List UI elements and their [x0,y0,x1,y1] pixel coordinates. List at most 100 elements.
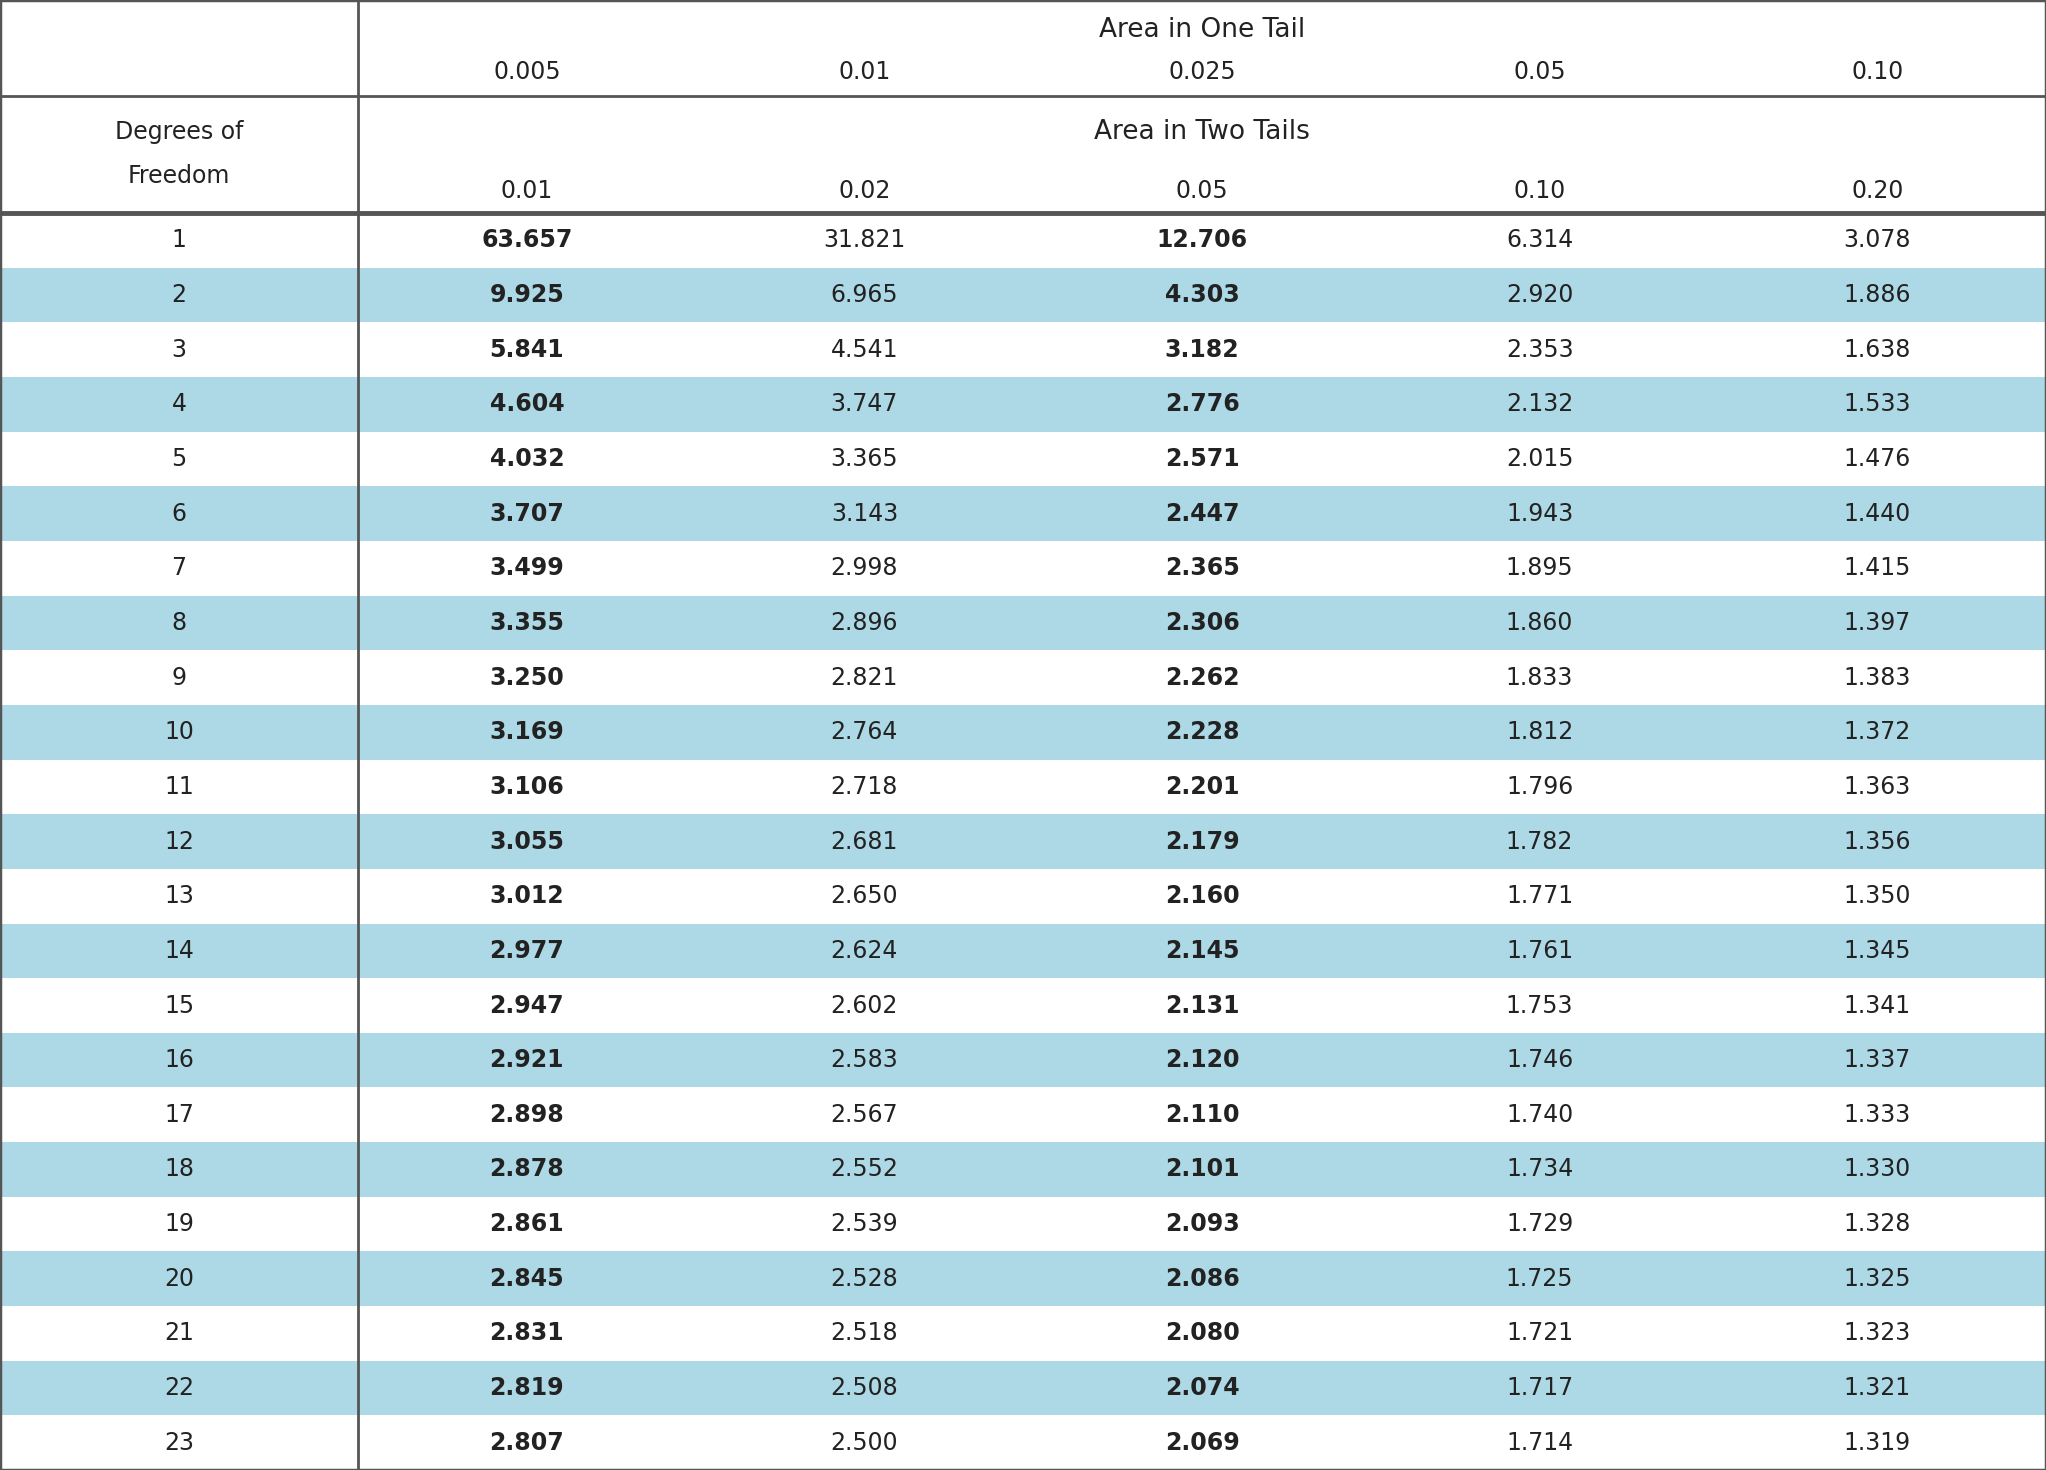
Text: 1.746: 1.746 [1506,1048,1573,1072]
Text: 1.337: 1.337 [1843,1048,1911,1072]
Text: 1.761: 1.761 [1506,939,1573,963]
Text: 2.998: 2.998 [831,556,898,581]
Text: 1.415: 1.415 [1843,556,1911,581]
Text: 1.440: 1.440 [1843,501,1911,526]
Text: 2.807: 2.807 [489,1430,565,1455]
Text: 2.365: 2.365 [1164,556,1240,581]
Text: 2.074: 2.074 [1164,1376,1240,1399]
Text: 0.01: 0.01 [839,60,890,84]
Text: 1.356: 1.356 [1843,829,1911,854]
Text: 2.093: 2.093 [1164,1213,1240,1236]
Text: 1.372: 1.372 [1843,720,1911,744]
Text: 0.10: 0.10 [1514,179,1565,203]
Text: 2.567: 2.567 [831,1102,898,1127]
Text: 2.201: 2.201 [1164,775,1240,798]
Text: 1.717: 1.717 [1506,1376,1573,1399]
Text: 3.106: 3.106 [489,775,565,798]
Text: 2.831: 2.831 [489,1322,565,1345]
Text: 9: 9 [172,666,186,689]
Text: Area in One Tail: Area in One Tail [1099,18,1305,43]
Text: 2.110: 2.110 [1164,1102,1240,1127]
Text: 1.350: 1.350 [1843,885,1911,908]
Text: 15: 15 [164,994,194,1017]
Text: 13: 13 [164,885,194,908]
Text: 9.925: 9.925 [489,284,565,307]
Bar [0,978,2046,1033]
Text: 1.341: 1.341 [1843,994,1911,1017]
Text: 1.397: 1.397 [1843,612,1911,635]
Text: 1.328: 1.328 [1843,1213,1911,1236]
Text: 1.782: 1.782 [1506,829,1573,854]
Text: 1.729: 1.729 [1506,1213,1573,1236]
Text: 1.714: 1.714 [1506,1430,1573,1455]
Text: 2.821: 2.821 [831,666,898,689]
Text: 5: 5 [172,447,186,470]
Text: 2.508: 2.508 [831,1376,898,1399]
Bar [0,213,2046,268]
Text: 2.583: 2.583 [831,1048,898,1072]
Text: 0.02: 0.02 [839,179,890,203]
Text: 2.947: 2.947 [489,994,565,1017]
Text: 3.012: 3.012 [489,885,565,908]
Text: 2.845: 2.845 [489,1267,565,1291]
Text: 6: 6 [172,501,186,526]
Bar [0,1142,2046,1197]
Text: 12.706: 12.706 [1156,228,1248,253]
Text: Freedom: Freedom [127,165,231,188]
Text: 2.624: 2.624 [831,939,898,963]
Text: Degrees of: Degrees of [115,121,243,144]
Text: 1.886: 1.886 [1843,284,1911,307]
Bar [0,268,2046,322]
Text: 2.552: 2.552 [831,1157,898,1182]
Text: 2.353: 2.353 [1506,338,1573,362]
Text: 21: 21 [164,1322,194,1345]
Bar [0,1197,2046,1251]
Text: 2.977: 2.977 [489,939,565,963]
Text: 2.262: 2.262 [1164,666,1240,689]
Text: 4.604: 4.604 [489,392,565,416]
Text: 1.638: 1.638 [1843,338,1911,362]
Text: 1.753: 1.753 [1506,994,1573,1017]
Text: 1.330: 1.330 [1843,1157,1911,1182]
Text: 2.718: 2.718 [831,775,898,798]
Text: 2.228: 2.228 [1164,720,1240,744]
Text: 1.860: 1.860 [1506,612,1573,635]
Text: 3.747: 3.747 [831,392,898,416]
Bar [0,814,2046,869]
Text: 1.943: 1.943 [1506,501,1573,526]
Text: 0.005: 0.005 [493,60,561,84]
Text: 2.015: 2.015 [1506,447,1573,470]
Text: 0.025: 0.025 [1168,60,1236,84]
Text: 5.841: 5.841 [489,338,565,362]
Bar [0,96,2046,213]
Bar [0,595,2046,650]
Text: 3.365: 3.365 [831,447,898,470]
Text: 1.796: 1.796 [1506,775,1573,798]
Text: 2.650: 2.650 [831,885,898,908]
Text: 1.721: 1.721 [1506,1322,1573,1345]
Text: 14: 14 [164,939,194,963]
Text: 1.740: 1.740 [1506,1102,1573,1127]
Text: 1.734: 1.734 [1506,1157,1573,1182]
Text: 2.447: 2.447 [1164,501,1240,526]
Text: 4.303: 4.303 [1164,284,1240,307]
Bar [0,760,2046,814]
Bar [0,1033,2046,1088]
Text: 1.533: 1.533 [1843,392,1911,416]
Text: 0.01: 0.01 [501,179,552,203]
Text: 1.319: 1.319 [1843,1430,1911,1455]
Text: 0.20: 0.20 [1852,179,1903,203]
Text: 6.965: 6.965 [831,284,898,307]
Text: 0.05: 0.05 [1514,60,1565,84]
Text: 3: 3 [172,338,186,362]
Text: 1.895: 1.895 [1506,556,1573,581]
Text: 31.821: 31.821 [822,228,906,253]
Text: 3.055: 3.055 [489,829,565,854]
Text: 2.898: 2.898 [489,1102,565,1127]
Text: 3.707: 3.707 [489,501,565,526]
Bar [0,1088,2046,1142]
Text: 2.920: 2.920 [1506,284,1573,307]
Text: 2.896: 2.896 [831,612,898,635]
Text: 1.725: 1.725 [1506,1267,1573,1291]
Text: 2.131: 2.131 [1164,994,1240,1017]
